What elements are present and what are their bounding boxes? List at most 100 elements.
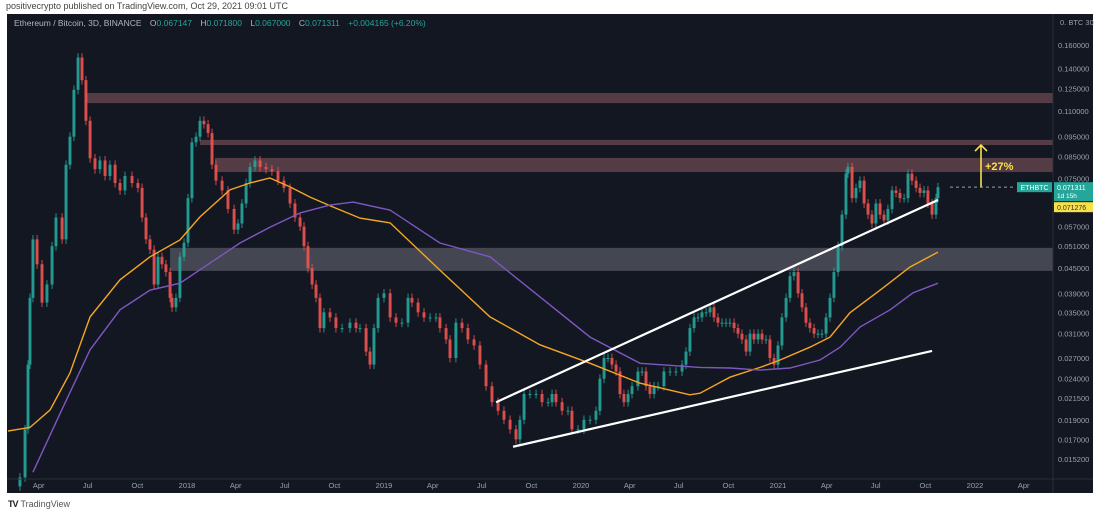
candle-body	[684, 351, 688, 365]
candle-body	[31, 239, 35, 298]
candle-body	[68, 136, 72, 165]
tradingview-logo-icon[interactable]: TV	[8, 499, 18, 509]
candle-body	[422, 312, 426, 318]
candle-body	[614, 364, 618, 372]
candle-body	[780, 317, 784, 346]
y-tick-label: 0.021500	[1058, 394, 1089, 403]
candle-body	[902, 198, 906, 200]
x-tick-label: Apr	[624, 481, 636, 490]
price-axis-currency[interactable]: 0. BTC 30	[1060, 18, 1094, 27]
candle-body	[118, 183, 122, 191]
candle-body	[824, 317, 828, 334]
candle-body	[772, 357, 776, 365]
x-tick-label: 2020	[573, 481, 590, 490]
x-tick-label: Apr	[1018, 481, 1030, 490]
candle-body	[850, 166, 854, 199]
candle-body	[836, 246, 840, 273]
candle-body	[306, 246, 310, 269]
candle-body	[696, 317, 700, 319]
candle-body	[812, 328, 816, 334]
y-tick-label: 0.035000	[1058, 308, 1089, 317]
ma-price-value: 0.071276	[1057, 205, 1086, 212]
candle-body	[566, 410, 570, 412]
candle-body	[870, 214, 874, 224]
candle-body	[668, 371, 672, 373]
candle-body	[472, 339, 476, 346]
open-value: 0.067147	[156, 18, 192, 28]
candle-body	[358, 328, 362, 330]
candle-body	[618, 371, 622, 395]
support-zone	[170, 247, 1054, 271]
candle-body	[298, 217, 302, 227]
candle-body	[776, 345, 780, 365]
candle-body	[534, 394, 538, 396]
candle-body	[914, 180, 918, 188]
x-tick-label: Apr	[821, 481, 833, 490]
x-tick-label: 2021	[770, 481, 787, 490]
candle-body	[214, 164, 218, 181]
candle-body	[910, 173, 914, 181]
y-tick-label: 0.075000	[1058, 174, 1089, 183]
candle-body	[866, 203, 870, 215]
candle-body	[756, 333, 760, 340]
candle-body	[293, 203, 297, 218]
candle-body	[636, 371, 640, 387]
lower-trendline[interactable]	[512, 349, 933, 448]
candle-body	[894, 190, 898, 193]
candle-body	[130, 175, 134, 184]
candle-body	[768, 339, 772, 358]
candle-body	[428, 317, 432, 319]
candle-body	[644, 371, 648, 387]
candle-body	[502, 410, 506, 420]
last-price-value: 0.071311	[1057, 185, 1086, 192]
candle-body	[140, 187, 144, 218]
candle-body	[270, 169, 274, 172]
candle-body	[748, 333, 752, 352]
candle-body	[648, 386, 652, 395]
candle-body	[716, 317, 720, 323]
candle-body	[588, 419, 592, 421]
candle-body	[680, 364, 684, 372]
candle-body	[314, 284, 318, 298]
candle-body	[84, 80, 88, 121]
candle-body	[570, 410, 574, 430]
candle-body	[144, 217, 148, 240]
candle-body	[64, 164, 68, 240]
candle-body	[258, 160, 262, 167]
candle-body	[334, 317, 338, 329]
change-value: +0.004165 (+6.20%)	[348, 18, 426, 28]
candle-body	[448, 339, 452, 358]
candle-body	[454, 322, 458, 358]
candle-body	[328, 312, 332, 318]
upper-trendline[interactable]	[495, 198, 939, 404]
candle-body	[174, 297, 178, 308]
candle-body	[148, 239, 152, 250]
y-tick-label: 0.015200	[1058, 455, 1089, 464]
candle-body	[708, 307, 712, 313]
x-tick-label: 2019	[376, 481, 393, 490]
candle-body	[160, 256, 164, 265]
candle-body	[760, 333, 764, 340]
low-value: 0.067000	[255, 18, 291, 28]
candle-body	[626, 394, 630, 403]
candle-body	[788, 276, 792, 298]
open-label: O	[149, 18, 157, 28]
candle-body	[340, 328, 344, 330]
symbol-name[interactable]: Ethereum / Bitcoin, 3D, BINANCE	[14, 18, 142, 28]
x-tick-label: Jul	[280, 481, 290, 490]
resistance-zone-3	[214, 157, 1053, 173]
candle-body	[18, 477, 22, 487]
candle-body	[508, 419, 512, 430]
candle-body	[72, 89, 76, 137]
candle-body	[244, 183, 248, 204]
y-tick-label: 0.039000	[1058, 289, 1089, 298]
candle-body	[522, 394, 526, 420]
candle-body	[796, 272, 800, 294]
candle-body	[732, 322, 736, 329]
candle-body	[808, 322, 812, 329]
candle-body	[98, 160, 102, 170]
candle-body	[276, 171, 280, 181]
candle-body	[546, 402, 550, 404]
candle-body	[113, 164, 117, 184]
